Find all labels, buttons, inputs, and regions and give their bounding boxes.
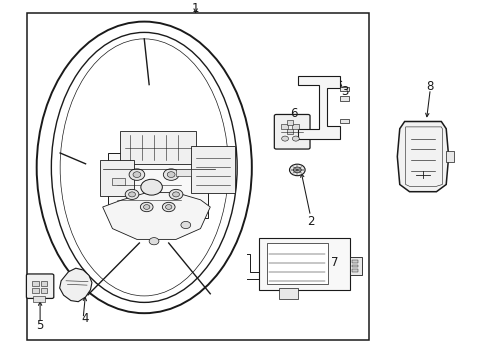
Polygon shape (102, 193, 210, 239)
Text: 6: 6 (289, 107, 297, 120)
Bar (445, 151, 452, 162)
Circle shape (293, 167, 301, 173)
Polygon shape (396, 122, 447, 192)
Circle shape (292, 136, 299, 141)
Text: 5: 5 (36, 319, 44, 332)
Circle shape (163, 169, 179, 180)
Ellipse shape (37, 22, 251, 313)
FancyBboxPatch shape (26, 274, 54, 298)
Bar (120, 131, 195, 164)
FancyBboxPatch shape (274, 114, 309, 149)
Circle shape (165, 204, 172, 210)
Circle shape (140, 202, 153, 212)
Bar (339, 87, 348, 91)
Bar (32, 281, 39, 286)
Bar (190, 146, 234, 193)
Bar (339, 96, 348, 101)
Circle shape (181, 221, 190, 229)
Circle shape (169, 189, 183, 199)
Text: 1: 1 (191, 3, 199, 15)
Bar (280, 124, 287, 129)
Circle shape (162, 202, 175, 212)
Circle shape (149, 238, 159, 245)
Circle shape (167, 172, 175, 177)
Circle shape (133, 172, 141, 177)
Circle shape (129, 169, 144, 180)
Bar (339, 118, 348, 123)
Bar (259, 238, 349, 290)
Bar (286, 120, 293, 125)
Bar (176, 169, 190, 176)
Ellipse shape (60, 39, 228, 296)
Bar (349, 257, 361, 275)
Text: 8: 8 (426, 80, 433, 93)
Bar (351, 269, 357, 272)
Bar (351, 265, 357, 267)
Circle shape (141, 179, 162, 195)
Circle shape (289, 164, 305, 176)
Bar (33, 296, 45, 302)
Circle shape (128, 192, 135, 197)
Circle shape (172, 192, 179, 197)
Text: 3: 3 (340, 85, 348, 98)
Bar (41, 281, 47, 286)
Bar (286, 129, 293, 134)
Bar (292, 124, 299, 129)
Ellipse shape (51, 32, 237, 302)
Ellipse shape (85, 99, 227, 257)
Bar (100, 160, 134, 196)
Circle shape (143, 204, 149, 210)
Polygon shape (60, 268, 92, 302)
Text: 2: 2 (306, 215, 314, 228)
Circle shape (281, 136, 288, 141)
Text: 4: 4 (81, 312, 89, 325)
Text: 7: 7 (330, 256, 338, 269)
Circle shape (125, 189, 139, 199)
Bar (41, 288, 47, 293)
Bar (266, 243, 327, 284)
Bar (112, 178, 124, 185)
Bar (27, 13, 368, 340)
Bar (107, 153, 207, 218)
Bar (351, 260, 357, 263)
Bar (278, 288, 298, 299)
Bar (32, 288, 39, 293)
Polygon shape (298, 76, 339, 139)
